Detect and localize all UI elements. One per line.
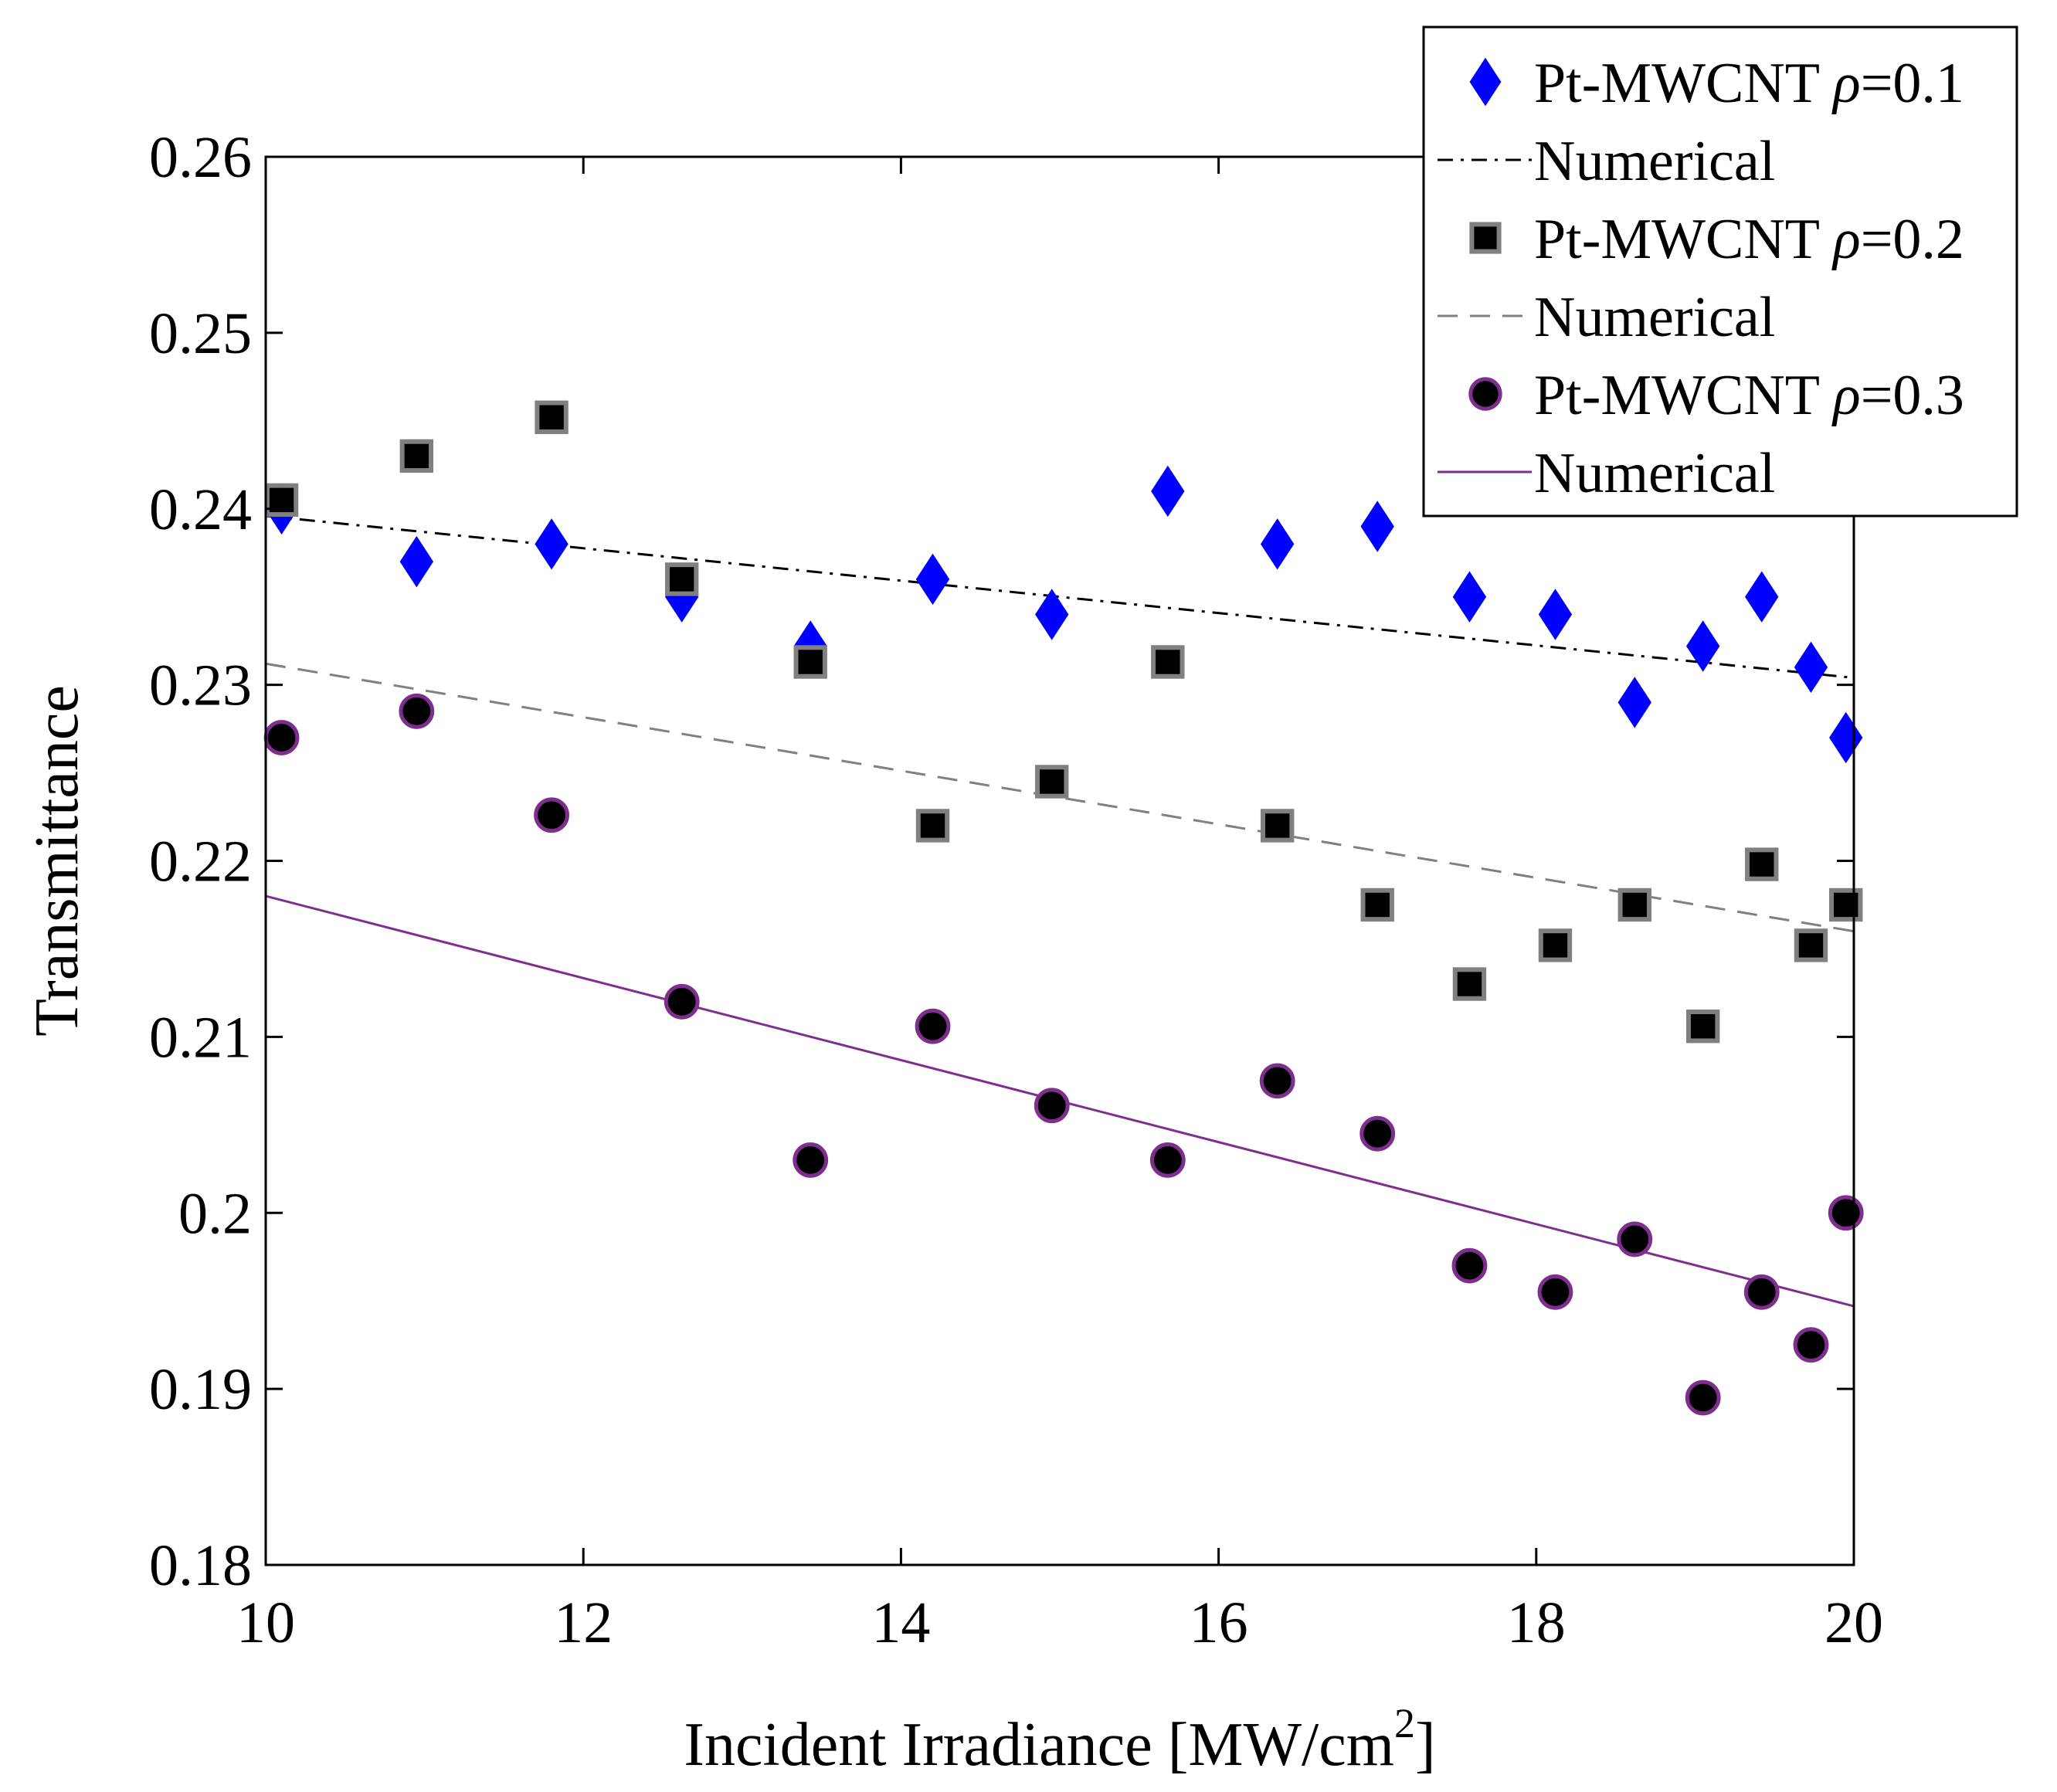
y-tick-label: 0.18 bbox=[149, 1533, 252, 1598]
series-line bbox=[265, 514, 1855, 680]
data-point bbox=[1451, 1247, 1488, 1284]
data-point bbox=[1259, 1063, 1295, 1099]
data-point bbox=[1617, 677, 1651, 728]
legend-marker bbox=[1469, 222, 1502, 254]
data-point bbox=[664, 983, 700, 1020]
x-tick-label: 18 bbox=[1507, 1590, 1566, 1655]
data-point bbox=[263, 720, 300, 755]
legend-label: Numerical bbox=[1534, 442, 1775, 505]
legend-entry: Numerical bbox=[1438, 286, 1775, 349]
data-point bbox=[1452, 967, 1487, 1001]
data-point bbox=[1151, 465, 1185, 518]
data-point bbox=[1034, 1088, 1070, 1124]
data-point bbox=[1617, 1221, 1653, 1257]
data-point bbox=[534, 797, 569, 833]
legend-marker bbox=[1469, 57, 1502, 107]
x-tick-label: 12 bbox=[554, 1590, 613, 1655]
data-point bbox=[1794, 641, 1828, 694]
y-axis-label: Transmittance bbox=[23, 685, 91, 1037]
data-point bbox=[1260, 518, 1295, 570]
data-point bbox=[399, 693, 435, 729]
legend-entry: Pt-MWCNT ρ=0.2 bbox=[1469, 208, 1964, 271]
data-point bbox=[399, 439, 434, 473]
data-point bbox=[1617, 888, 1651, 922]
data-point bbox=[264, 483, 299, 518]
data-point bbox=[1452, 571, 1487, 623]
y-tick-label: 0.2 bbox=[178, 1181, 252, 1246]
legend-box bbox=[1422, 25, 2018, 518]
legend-label: Pt-MWCNT ρ=0.1 bbox=[1534, 52, 1964, 115]
data-point bbox=[1359, 1115, 1396, 1152]
y-tick-label: 0.19 bbox=[149, 1357, 252, 1422]
data-point bbox=[535, 518, 569, 570]
x-tick-label: 16 bbox=[1190, 1590, 1248, 1655]
data-point bbox=[1537, 1274, 1573, 1310]
data-point bbox=[664, 562, 699, 596]
data-point bbox=[1745, 847, 1779, 881]
data-point bbox=[1149, 1142, 1186, 1178]
data-point bbox=[1360, 501, 1394, 552]
y-tick-label: 0.22 bbox=[149, 830, 252, 894]
data-point bbox=[1685, 1010, 1720, 1044]
data-point bbox=[1538, 928, 1573, 962]
axes: 10 12 14 16 18 20 0.18 0.19 0.2 0.21 0.22 0.23 0.24 0… bbox=[23, 125, 1883, 1779]
data-point bbox=[915, 553, 950, 606]
legend-label: Pt-MWCNT ρ=0.2 bbox=[1534, 208, 1964, 271]
data-point bbox=[1151, 645, 1185, 679]
legend-label: Pt-MWCNT ρ=0.3 bbox=[1534, 364, 1964, 427]
data-point bbox=[1035, 589, 1069, 640]
data-point bbox=[1743, 1274, 1780, 1310]
data-point bbox=[1538, 589, 1573, 640]
series-4 bbox=[265, 662, 1855, 933]
data-point bbox=[1360, 888, 1394, 922]
y-tick-label: 0.25 bbox=[149, 301, 252, 366]
y-tick-label: 0.24 bbox=[149, 477, 252, 542]
data-point bbox=[535, 400, 569, 434]
data-point bbox=[1794, 928, 1828, 962]
data-point bbox=[1685, 1380, 1721, 1416]
data-point bbox=[399, 535, 433, 588]
x-tick-label: 14 bbox=[871, 1590, 930, 1655]
data-point bbox=[1745, 571, 1779, 623]
legend-entry: Numerical bbox=[1438, 442, 1775, 505]
data-point bbox=[1686, 620, 1720, 672]
data-point bbox=[1829, 888, 1863, 922]
y-tick-label: 0.23 bbox=[149, 653, 252, 718]
legend: Pt-MWCNT ρ=0.1 Numerical Pt-MWCNT ρ=0.2 Num… bbox=[1422, 25, 2018, 518]
data-point bbox=[1035, 765, 1069, 799]
y-tick-label: 0.21 bbox=[149, 1005, 252, 1070]
legend-entry: Numerical bbox=[1438, 130, 1775, 193]
x-tick-label: 10 bbox=[236, 1590, 295, 1655]
data-point bbox=[793, 645, 827, 679]
data-point bbox=[1260, 809, 1295, 843]
legend-entry: Pt-MWCNT ρ=0.3 bbox=[1468, 364, 1964, 427]
legend-label: Numerical bbox=[1534, 286, 1775, 349]
data-point bbox=[915, 1008, 951, 1044]
data-point bbox=[793, 1142, 829, 1178]
legend-label: Numerical bbox=[1534, 130, 1775, 193]
x-tick-label: 20 bbox=[1824, 1590, 1883, 1655]
x-axis-label: Incident Irradiance [MW/cm2] bbox=[684, 1700, 1435, 1779]
data-point bbox=[1793, 1327, 1829, 1363]
legend-marker bbox=[1468, 377, 1502, 411]
legend-entry: Pt-MWCNT ρ=0.1 bbox=[1469, 52, 1964, 115]
series-2 bbox=[265, 514, 1855, 680]
data-point bbox=[915, 809, 950, 843]
y-tick-label: 0.26 bbox=[149, 125, 252, 190]
series-line bbox=[265, 662, 1855, 933]
series-points-3 bbox=[264, 400, 1863, 1044]
